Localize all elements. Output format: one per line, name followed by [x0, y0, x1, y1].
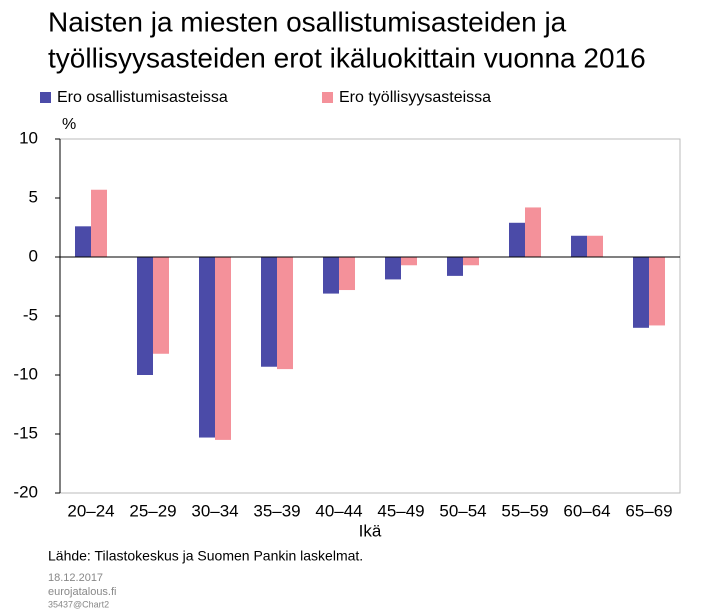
x-tick-label: 35–39: [253, 501, 300, 520]
bar: [649, 257, 665, 326]
x-axis-label: Ikä: [359, 521, 382, 540]
legend-label: Ero työllisyysasteissa: [339, 89, 491, 106]
x-tick-label: 60–64: [563, 501, 610, 520]
legend-swatch: [40, 92, 51, 103]
bar: [339, 257, 355, 291]
bar: [91, 189, 107, 257]
chart-id: 35437@Chart2: [48, 599, 109, 609]
x-tick-label: 30–34: [191, 501, 238, 520]
x-tick-label: 20–24: [67, 501, 114, 520]
y-tick-label: 10: [19, 128, 38, 147]
y-tick-label: 0: [29, 246, 38, 265]
bar: [75, 226, 91, 257]
bar: [401, 257, 417, 266]
publisher: eurojatalous.fi: [48, 586, 117, 598]
y-tick-label: -5: [23, 305, 38, 324]
legend-label: Ero osallistumisasteissa: [57, 89, 228, 106]
y-tick-label: 5: [29, 187, 38, 206]
bar: [215, 257, 231, 440]
bar: [277, 257, 293, 370]
x-tick-label: 45–49: [377, 501, 424, 520]
chart-title: työllisyysasteiden erot ikäluokittain vu…: [48, 42, 646, 73]
x-tick-label: 40–44: [315, 501, 362, 520]
y-tick-label: -10: [13, 364, 38, 383]
bar: [323, 257, 339, 294]
bar: [385, 257, 401, 280]
bar: [525, 207, 541, 257]
legend-swatch: [322, 92, 333, 103]
date: 18.12.2017: [48, 572, 103, 584]
bar: [447, 257, 463, 276]
x-tick-label: 65–69: [625, 501, 672, 520]
y-tick-label: -20: [13, 482, 38, 501]
x-tick-label: 50–54: [439, 501, 486, 520]
bar: [509, 222, 525, 257]
x-tick-label: 25–29: [129, 501, 176, 520]
bar: [199, 257, 215, 438]
bar: [571, 235, 587, 257]
bar: [587, 235, 603, 257]
x-tick-label: 55–59: [501, 501, 548, 520]
source: Lähde: Tilastokeskus ja Suomen Pankin la…: [48, 548, 363, 564]
bar: [153, 257, 169, 354]
bar: [463, 257, 479, 266]
y-unit: %: [62, 116, 76, 133]
bar: [261, 257, 277, 367]
bar: [137, 257, 153, 375]
chart-title: Naisten ja miesten osallistumisasteiden …: [48, 6, 567, 37]
y-tick-label: -15: [13, 423, 38, 442]
bar: [633, 257, 649, 328]
